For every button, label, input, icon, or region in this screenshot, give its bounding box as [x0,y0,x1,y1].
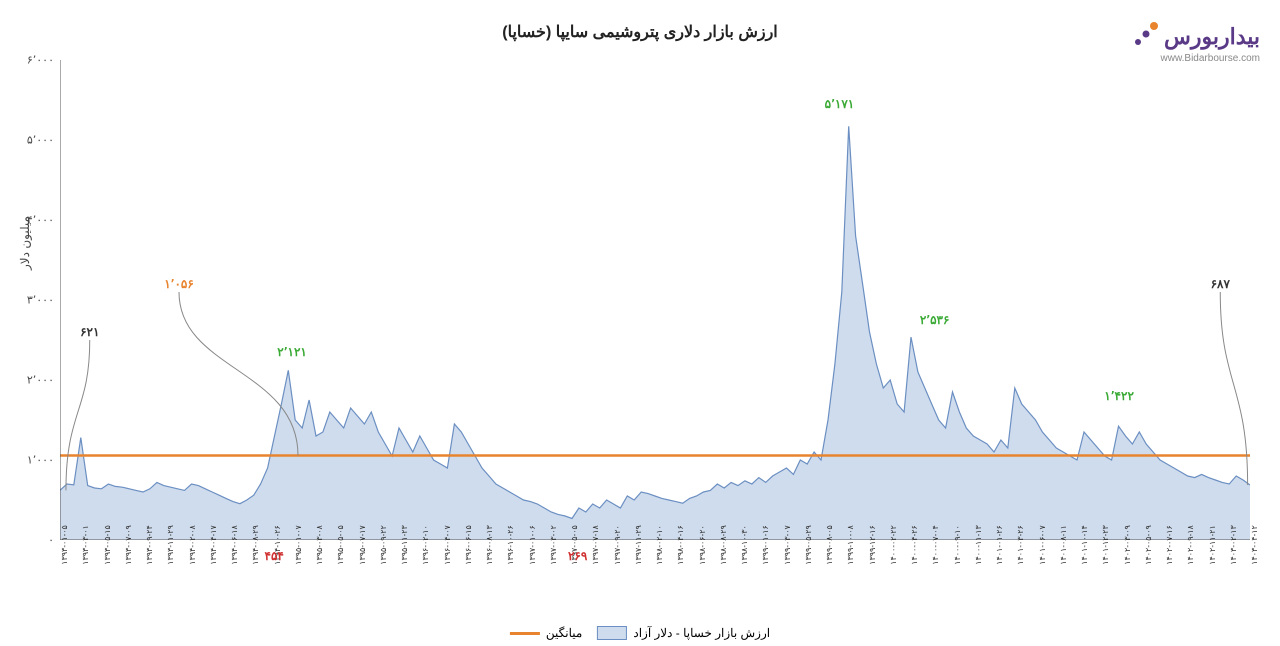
y-tick: ۶٬۰۰۰ [4,54,54,67]
x-tick: ۱۳۹۷-۰۹-۲۰ [613,525,622,565]
x-tick: ۱۴۰۳-۰۴-۱۲ [1250,525,1259,565]
x-tick: ۱۳۹۷-۰۱-۰۶ [528,525,537,565]
legend-mean-label: میانگین [546,626,582,640]
x-tick: ۱۳۹۳-۰۵-۱۵ [103,525,112,565]
x-tick: ۱۳۹۹-۰۳-۰۷ [783,525,792,565]
y-tick: ۵٬۰۰۰ [4,134,54,147]
x-tick: ۱۳۹۶-۰۶-۱۵ [464,525,473,565]
x-tick: ۱۳۹۵-۰۵-۰۵ [336,525,345,565]
x-tick: ۱۴۰۱-۱۲-۲۳ [1101,525,1110,565]
x-tick: ۱۴۰۰-۰۷-۰۴ [931,525,940,565]
x-tick: ۱۴۰۱-۰۶-۰۷ [1038,525,1047,565]
y-tick: ۲٬۰۰۰ [4,374,54,387]
callout-label: ۱٬۴۲۲ [1104,389,1134,403]
x-tick: ۱۳۹۷-۱۱-۲۹ [634,525,643,565]
x-tick: ۱۴۰۱-۰۳-۲۶ [1016,525,1025,565]
y-tick: ۳٬۰۰۰ [4,294,54,307]
x-tick: ۱۳۹۶-۰۴-۰۷ [443,525,452,565]
area-fill [60,126,1250,540]
x-tick: ۱۳۹۸-۰۶-۲۰ [698,525,707,565]
x-tick: ۱۴۰۲-۰۹-۱۸ [1186,525,1195,565]
x-tick: ۱۴۰۳-۰۲-۱۳ [1229,525,1238,565]
legend-mean-swatch [510,632,540,635]
x-tick: ۱۳۹۴-۰۴-۱۷ [209,525,218,565]
x-tick: ۱۳۹۸-۰۲-۱۰ [655,525,664,565]
x-tick: ۱۳۹۹-۰۵-۲۹ [804,525,813,565]
x-tick: ۱۳۹۹-۱۲-۱۶ [868,525,877,565]
x-tick: ۱۳۹۳-۰۳-۰۱ [81,525,90,565]
x-tick: ۱۳۹۵-۰۷-۱۷ [358,525,367,565]
x-tick: ۱۳۹۷-۰۷-۱۸ [591,525,600,565]
line-area-plot [60,60,1250,540]
x-tick: ۱۳۹۵-۱۱-۲۳ [400,525,409,565]
x-tick: ۱۳۹۴-۰۲-۰۸ [188,525,197,565]
callout-label: ۲٬۱۲۱ [277,345,307,359]
chart-title: ارزش بازار دلاری پتروشیمی سایپا (خساپا) [502,22,778,42]
x-tick: ۱۴۰۱-۱۰-۱۴ [1080,525,1089,565]
callout-label: ۲۶۹ [568,549,587,563]
x-tick: ۱۳۹۳-۰۱-۰۵ [60,525,69,565]
logo-text: بیداربورس [1164,24,1260,50]
x-tick: ۱۳۹۸-۰۴-۱۶ [676,525,685,565]
callout-label: ۲٬۵۳۶ [920,313,950,327]
x-tick: ۱۳۹۴-۰۸-۲۹ [251,525,260,565]
callout-label: ۵٬۱۷۱ [825,97,855,111]
x-tick: ۱۴۰۰-۰۹-۱۰ [953,525,962,565]
x-tick: ۱۳۹۳-۱۱-۲۹ [166,525,175,565]
x-tick: ۱۳۹۷-۰۳-۰۲ [549,525,558,565]
x-tick: ۱۳۹۶-۱۰-۲۶ [506,525,515,565]
x-tick: ۱۳۹۵-۰۱-۰۷ [294,525,303,565]
legend-series-swatch [597,626,627,640]
y-tick: ۱٬۰۰۰ [4,454,54,467]
x-tick: ۱۴۰۲-۰۳-۰۹ [1123,525,1132,565]
x-tick: ۱۳۹۶-۰۲-۱۰ [421,525,430,565]
chart-area [60,60,1250,540]
x-tick: ۱۴۰۰-۱۱-۱۳ [974,525,983,565]
y-tick: ۰ [4,534,54,547]
brand-logo: بیداربورس www.Bidarbourse.com [1132,20,1260,64]
x-tick: ۱۳۹۵-۰۳-۰۸ [315,525,324,565]
x-tick: ۱۳۹۹-۰۱-۱۶ [761,525,770,565]
legend-series: ارزش بازار خساپا - دلار آزاد [597,626,770,640]
y-tick: ۴٬۰۰۰ [4,214,54,227]
x-tick: ۱۴۰۰-۰۴-۲۶ [910,525,919,565]
logo-icon [1132,20,1160,53]
x-tick: ۱۳۹۴-۰۶-۱۸ [230,525,239,565]
x-tick: ۱۳۹۸-۱۰-۳۰ [740,525,749,565]
x-tick: ۱۴۰۰-۰۲-۲۲ [889,525,898,565]
x-tick: ۱۴۰۲-۰۵-۰۹ [1144,525,1153,565]
x-tick: ۱۳۹۳-۰۷-۰۹ [124,525,133,565]
x-tick: ۱۳۹۹-۰۸-۰۵ [825,525,834,565]
x-tick: ۱۳۹۸-۰۸-۲۹ [719,525,728,565]
callout-label: ۴۵۴ [265,549,284,563]
x-tick: ۱۴۰۱-۰۸-۱۱ [1059,525,1068,565]
x-tick: ۱۳۹۵-۰۹-۲۲ [379,525,388,565]
legend-series-label: ارزش بازار خساپا - دلار آزاد [633,626,770,640]
callout-label: ۶۲۱ [80,325,99,339]
x-tick: ۱۴۰۲-۱۱-۲۱ [1208,525,1217,565]
x-tick: ۱۳۹۹-۱۰-۰۸ [846,525,855,565]
callout-label: ۶۸۷ [1211,277,1230,291]
legend-mean: میانگین [510,626,582,640]
x-tick: ۱۳۹۶-۰۸-۱۳ [485,525,494,565]
legend: ارزش بازار خساپا - دلار آزاد میانگین [510,626,770,640]
x-tick: ۱۳۹۳-۰۹-۲۴ [145,525,154,565]
x-tick: ۱۴۰۲-۰۷-۱۶ [1165,525,1174,565]
x-tick: ۱۴۰۱-۰۱-۲۶ [995,525,1004,565]
callout-label: ۱٬۰۵۶ [164,277,194,291]
